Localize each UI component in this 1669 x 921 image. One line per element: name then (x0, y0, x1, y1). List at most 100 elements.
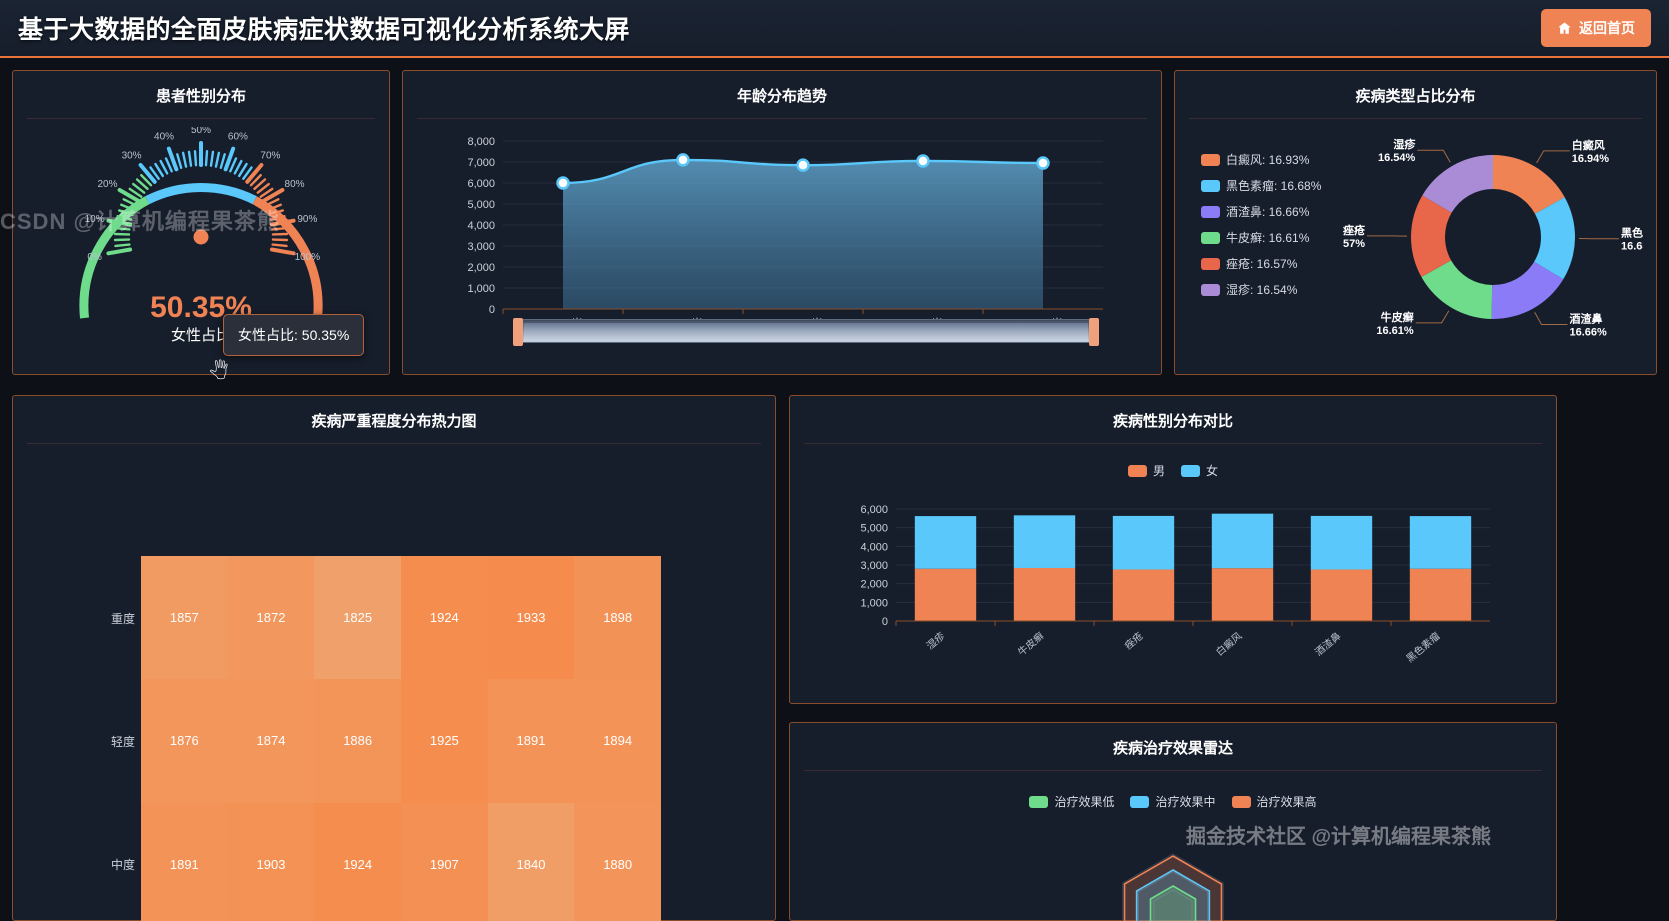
svg-text:0%: 0% (87, 252, 102, 263)
heatmap-cell[interactable]: 1907 (401, 802, 488, 921)
svg-text:2,000: 2,000 (860, 579, 888, 591)
page-title: 基于大数据的全面皮肤病症状数据可视化分析系统大屏 (18, 16, 631, 44)
bar-y-tick-labels: 0 1,000 2,000 3,000 4,000 5,000 6,000 (860, 504, 888, 628)
svg-text:7,000: 7,000 (467, 157, 495, 169)
gauge-tooltip: 女性占比: 50.35% (223, 314, 365, 356)
svg-text:湿疹: 湿疹 (924, 629, 948, 652)
mouse-cursor-icon: 🖑 (209, 361, 229, 381)
panel-title-type: 疾病类型占比分布 (1189, 71, 1642, 119)
svg-text:10%: 10% (85, 214, 105, 225)
return-home-button[interactable]: 返回首页 (1541, 9, 1651, 47)
heatmap-cell[interactable]: 1880 (574, 802, 661, 921)
heatmap-row-label: 轻度 (110, 735, 135, 749)
heatmap-cell[interactable]: 1924 (401, 556, 488, 680)
legend-label: 男 (1152, 464, 1165, 478)
heatmap-cell[interactable]: 1872 (227, 556, 315, 680)
datazoom-handle-right[interactable] (1089, 318, 1099, 346)
heatmap-cell[interactable]: 1924 (314, 802, 401, 921)
age-area-fill (563, 159, 1043, 309)
panel-title-gender: 患者性别分布 (27, 71, 375, 119)
radar-chart[interactable]: 治疗效果低 治疗效果中 治疗效果高 牛皮癣 (790, 793, 1556, 921)
heatmap-cell[interactable]: 1874 (227, 679, 315, 803)
legend-label: 黑色素瘤: 16.68% (1226, 179, 1322, 193)
heatmap-cell[interactable]: 1857 (141, 556, 228, 680)
svg-text:16.94%: 16.94% (1572, 153, 1610, 165)
heatmap-cell[interactable]: 1840 (487, 802, 575, 921)
legend-label: 痤疮: 16.57% (1226, 257, 1298, 271)
panel-gender-distribution: 患者性别分布 0% 10% 20% 30% 40% 50% 60% 70% 80% 90% 100%… (12, 70, 390, 381)
age-y-tick-labels: 0 1,000 2,000 3,000 4,000 5,000 6,000 7,000 8,00… (467, 136, 495, 316)
panel-disease-type-share: 疾病类型占比分布 白癜风: 16.93% 黑色素瘤: 16.68% 酒渣鼻: 16.… (1174, 70, 1657, 375)
donut-chart[interactable]: 白癜风: 16.93% 黑色素瘤: 16.68% 酒渣鼻: 16.66% 牛皮癣: 1… (1175, 119, 1656, 372)
heatmap-cell[interactable]: 1825 (314, 556, 401, 680)
legend-item[interactable]: 女 (1181, 462, 1218, 479)
age-datazoom-scrollbar[interactable] (513, 318, 1099, 346)
age-line-chart[interactable]: 0 1,000 2,000 3,000 4,000 5,000 6,000 7,000 8,00… (403, 119, 1161, 346)
gauge-tick-labels: 0% 10% 20% 30% 40% 50% 60% 70% 80% 90% 100% (85, 127, 321, 263)
donut-svg: 白癜风16.94%黑色素瘤16.68%酒渣鼻16.66%牛皮癣16.61%痤疮1… (1343, 137, 1643, 338)
legend-color-chip (1201, 257, 1220, 270)
heatmap-cell[interactable]: 1891 (487, 679, 575, 803)
svg-text:湿疹: 湿疹 (1393, 137, 1416, 151)
svg-text:酒渣鼻: 酒渣鼻 (1569, 311, 1602, 325)
legend-color-chip (1201, 283, 1220, 296)
radar-series-area (1123, 855, 1223, 921)
panel-title-sexcmp: 疾病性别分布对比 (804, 396, 1542, 444)
svg-text:3,000: 3,000 (860, 560, 888, 572)
svg-text:白癜风: 白癜风 (1572, 138, 1605, 152)
heatmap-row-label: 重度 (110, 611, 135, 626)
svg-text:黑色素瘤: 黑色素瘤 (1621, 226, 1643, 240)
svg-text:牛皮癣: 牛皮癣 (1015, 629, 1046, 658)
heatmap-cell[interactable]: 1898 (574, 556, 661, 680)
svg-text:0: 0 (489, 304, 495, 316)
legend-item[interactable]: 黑色素瘤: 16.68% (1201, 177, 1321, 194)
svg-text:50%: 50% (191, 127, 211, 136)
legend-item[interactable]: 牛皮癣: 16.61% (1201, 229, 1321, 246)
legend-item[interactable]: 湿疹: 16.54% (1201, 281, 1321, 298)
svg-text:16.66%: 16.66% (1569, 326, 1607, 338)
gauge-svg: 0% 10% 20% 30% 40% 50% 60% 70% 80% 90% 100% (79, 127, 323, 319)
legend-color-chip (1181, 464, 1200, 477)
heatmap-chart[interactable]: 1857 1872 1825 1924 1933 1898 1876 1874 1886 1925… (13, 444, 775, 921)
legend-item[interactable]: 酒渣鼻: 16.66% (1201, 203, 1321, 220)
heatmap-cell[interactable]: 1903 (227, 802, 315, 921)
gauge-chart[interactable]: 0% 10% 20% 30% 40% 50% 60% 70% 80% 90% 100% 50.35%… (13, 119, 389, 381)
svg-text:40%: 40% (154, 132, 174, 143)
legend-label: 女 (1206, 464, 1219, 478)
legend-item[interactable]: 治疗效果中 (1130, 793, 1216, 810)
svg-text:5,000: 5,000 (860, 523, 888, 535)
legend-item[interactable]: 治疗效果高 (1231, 793, 1317, 810)
legend-item[interactable]: 痤疮: 16.57% (1201, 255, 1321, 272)
legend-item[interactable]: 白癜风: 16.93% (1201, 151, 1321, 168)
svg-text:1,000: 1,000 (467, 283, 495, 295)
legend-label: 治疗效果中 (1155, 795, 1216, 809)
legend-item[interactable]: 治疗效果低 (1029, 793, 1114, 810)
heatmap-cell[interactable]: 1876 (141, 679, 228, 803)
bar-series (914, 513, 1472, 621)
heatmap-cell[interactable]: 1925 (401, 679, 488, 803)
legend-color-chip (1029, 795, 1049, 808)
heatmap-cell[interactable]: 1933 (487, 556, 575, 680)
legend-label: 湿疹: 16.54% (1226, 283, 1298, 297)
svg-text:4,000: 4,000 (860, 541, 888, 553)
gauge-ticks (106, 141, 296, 256)
legend-color-chip (1201, 231, 1220, 244)
stacked-bar-chart[interactable]: 男女 0 1,000 2,000 3,000 4,000 5,000 6,000 湿疹 牛皮癣… (790, 462, 1556, 754)
radar-legend: 治疗效果低 治疗效果中 治疗效果高 (790, 793, 1556, 810)
datazoom-handle-left[interactable] (513, 318, 523, 346)
svg-text:痤疮: 痤疮 (1122, 629, 1146, 652)
svg-text:16.54%: 16.54% (1378, 152, 1416, 164)
svg-text:70%: 70% (260, 150, 280, 161)
heatmap-cell[interactable]: 1891 (141, 802, 228, 921)
legend-item[interactable]: 男 (1127, 462, 1165, 479)
svg-text:16.57%: 16.57% (1343, 238, 1365, 250)
heatmap-cell[interactable]: 1894 (574, 679, 661, 803)
age-line-svg: 0 1,000 2,000 3,000 4,000 5,000 6,000 7,000 8,00… (467, 136, 1103, 330)
panel-severity-heatmap: 疾病严重程度分布热力图 1857 1872 1825 1924 1933 1898 1876… (12, 395, 776, 921)
legend-color-chip (1130, 795, 1150, 808)
donut-legend: 白癜风: 16.93% 黑色素瘤: 16.68% 酒渣鼻: 16.66% 牛皮癣: 1… (1201, 151, 1321, 307)
heatmap-cell[interactable]: 1886 (314, 679, 401, 803)
app-header: 基于大数据的全面皮肤病症状数据可视化分析系统大屏 返回首页 (0, 0, 1669, 58)
watermark-left: CSDN @计算机编程果茶熊 (0, 209, 280, 234)
legend-label: 治疗效果高 (1256, 795, 1317, 809)
